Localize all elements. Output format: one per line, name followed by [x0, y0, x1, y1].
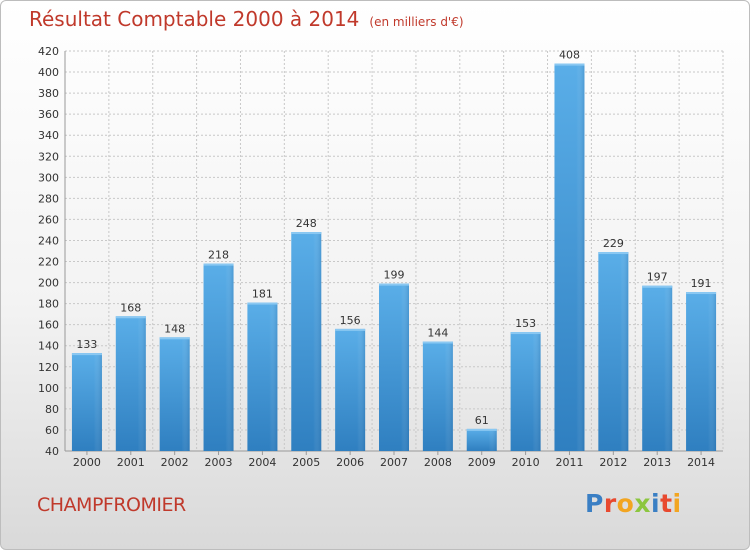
logo-letter: i — [651, 489, 661, 518]
title-row: Résultat Comptable 2000 à 2014 (en millie… — [29, 7, 464, 31]
bar-top-highlight — [510, 332, 541, 335]
y-tick-label: 60 — [45, 424, 59, 437]
bar-top-highlight — [115, 316, 146, 319]
bar-shade — [576, 63, 585, 451]
bar-top-highlight — [686, 292, 717, 295]
x-tick-label: 2000 — [73, 456, 101, 469]
logo-letter: o — [616, 489, 635, 518]
bar-shade — [620, 252, 629, 451]
bars: 133 168 148 218 181 248 156 199 144 61 153 408 229 19… — [71, 49, 717, 451]
bar-top-highlight — [554, 63, 585, 66]
x-tick-label: 2012 — [599, 456, 627, 469]
data-label: 168 — [120, 301, 141, 314]
y-tick-label: 220 — [38, 256, 59, 269]
y-tick-label: 420 — [38, 45, 59, 58]
bar-top-highlight — [291, 232, 322, 235]
bar-shade — [225, 263, 234, 451]
bar-top-highlight — [466, 428, 497, 431]
bar-shade — [181, 337, 190, 451]
data-label: 156 — [340, 314, 361, 327]
y-tick-label: 80 — [45, 403, 59, 416]
place-name: CHAMPFROMIER — [37, 494, 186, 516]
data-label: 191 — [691, 277, 712, 290]
bar-top-highlight — [203, 263, 234, 266]
bar-top-highlight — [159, 337, 190, 340]
y-tick-label: 260 — [38, 213, 59, 226]
bar-top-highlight — [422, 341, 453, 344]
x-tick-label: 2014 — [687, 456, 715, 469]
logo-letter: P — [585, 489, 604, 518]
data-label: 218 — [208, 249, 229, 262]
data-label: 181 — [252, 288, 273, 301]
bar-shade — [269, 302, 278, 451]
bar-shade — [488, 428, 497, 451]
y-axis-ticks: 40 60 80 100 120 140 160 180 200 220 240 260 280 300 3… — [38, 45, 59, 458]
chart-title: Résultat Comptable 2000 à 2014 — [29, 7, 360, 31]
bar-top-highlight — [642, 285, 673, 288]
y-tick-label: 320 — [38, 150, 59, 163]
y-tick-label: 340 — [38, 129, 59, 142]
data-label: 148 — [164, 322, 185, 335]
x-tick-label: 2011 — [555, 456, 583, 469]
x-tick-label: 2013 — [643, 456, 671, 469]
data-label: 144 — [427, 327, 448, 340]
y-tick-label: 100 — [38, 382, 59, 395]
data-label: 153 — [515, 317, 536, 330]
bar-shade — [444, 341, 453, 451]
bar-shade — [708, 292, 717, 451]
x-tick-label: 2008 — [424, 456, 452, 469]
y-tick-label: 280 — [38, 192, 59, 205]
y-tick-label: 160 — [38, 319, 59, 332]
bar-top-highlight — [379, 283, 409, 286]
y-tick-label: 360 — [38, 108, 59, 121]
data-label: 229 — [603, 237, 624, 250]
x-axis-ticks: 2000 2001 2002 2003 2004 2005 2006 2007 2008 2009… — [73, 451, 715, 469]
y-tick-label: 300 — [38, 171, 59, 184]
logo-letter: i — [672, 489, 682, 518]
bar-shade — [401, 283, 409, 451]
bar-shade — [313, 232, 322, 451]
data-label: 61 — [475, 414, 489, 427]
x-tick-label: 2001 — [117, 456, 145, 469]
data-label: 248 — [296, 217, 317, 230]
logo-letter: x — [634, 489, 651, 518]
x-tick-label: 2010 — [512, 456, 540, 469]
bar-top-highlight — [71, 353, 102, 356]
data-label: 408 — [559, 49, 580, 62]
bar-top-highlight — [598, 252, 629, 255]
x-tick-label: 2007 — [380, 456, 408, 469]
x-tick-label: 2005 — [292, 456, 320, 469]
bar-shade — [532, 332, 541, 451]
bar-top-highlight — [247, 302, 278, 305]
bar-shade — [664, 285, 673, 451]
y-tick-label: 200 — [38, 277, 59, 290]
y-tick-label: 400 — [38, 66, 59, 79]
x-tick-label: 2003 — [205, 456, 233, 469]
data-label: 133 — [76, 338, 97, 351]
proxiti-logo: Proxiti — [585, 489, 682, 518]
bar-top-highlight — [335, 328, 366, 331]
data-label: 197 — [647, 271, 668, 284]
bar-shade — [93, 353, 102, 451]
x-tick-label: 2006 — [336, 456, 364, 469]
y-tick-label: 40 — [45, 445, 59, 458]
bar-shade — [357, 328, 366, 451]
data-label: 199 — [384, 269, 405, 282]
chart-unit: (en milliers d'€) — [369, 15, 464, 29]
logo-letter: r — [603, 489, 617, 518]
x-tick-label: 2009 — [468, 456, 496, 469]
y-tick-label: 180 — [38, 298, 59, 311]
bar-shade — [137, 316, 146, 451]
y-tick-label: 380 — [38, 87, 59, 100]
y-tick-label: 120 — [38, 361, 59, 374]
x-tick-label: 2002 — [161, 456, 189, 469]
y-tick-label: 140 — [38, 340, 59, 353]
y-tick-label: 240 — [38, 234, 59, 247]
logo-letter: t — [660, 489, 673, 518]
x-tick-label: 2004 — [248, 456, 276, 469]
